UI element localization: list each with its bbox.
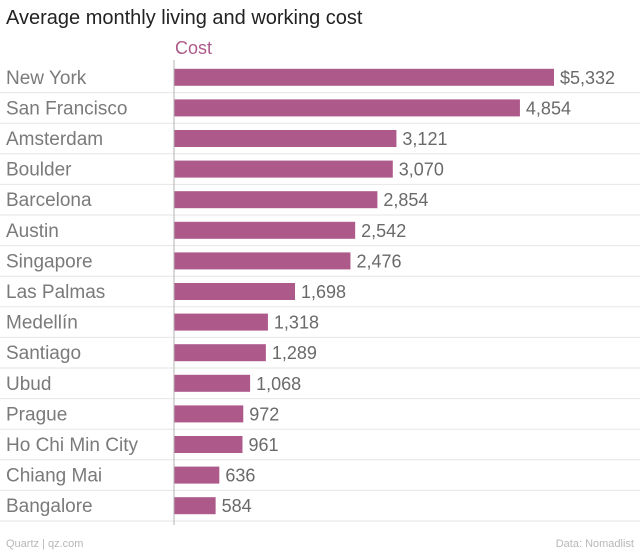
value-label: $5,332 <box>560 68 615 88</box>
value-label: 2,476 <box>356 251 401 271</box>
value-label: 961 <box>248 435 278 455</box>
value-label: 1,698 <box>301 282 346 302</box>
category-labels: New York San Francisco Amsterdam Boulder Bar… <box>6 68 138 517</box>
category-label: Boulder <box>6 160 72 181</box>
bar-11 <box>174 374 251 392</box>
value-label: 2,854 <box>383 190 428 210</box>
value-label: 1,289 <box>272 343 317 363</box>
footer-credit: Quartz | qz.com <box>6 538 84 550</box>
category-label: Las Palmas <box>6 282 105 303</box>
bar-12 <box>174 405 244 423</box>
category-label: Singapore <box>6 251 93 272</box>
value-label: 3,121 <box>402 129 447 149</box>
series-label: Cost <box>175 38 213 58</box>
bar-14 <box>174 466 220 484</box>
bar-8 <box>174 283 296 300</box>
category-label: Ubud <box>6 374 51 395</box>
value-label: 2,542 <box>361 221 406 241</box>
bar-15 <box>174 497 216 515</box>
bar-2 <box>174 99 520 117</box>
chart-title: Average monthly living and working cost <box>6 7 363 29</box>
category-label: Barcelona <box>6 190 92 211</box>
bar-10 <box>174 344 266 362</box>
bar-1 <box>174 68 554 86</box>
category-label: Austin <box>6 221 59 242</box>
category-label: Santiago <box>6 343 81 364</box>
category-label: Bangalore <box>6 496 93 517</box>
bars <box>174 68 554 515</box>
value-label: 584 <box>222 496 252 516</box>
category-label: San Francisco <box>6 98 127 119</box>
bar-4 <box>174 160 393 178</box>
bar-13 <box>174 436 243 453</box>
category-label: Chiang Mai <box>6 466 102 487</box>
bar-7 <box>174 252 351 270</box>
bar-5 <box>174 191 378 209</box>
value-label: 1,318 <box>274 313 319 333</box>
category-label: Ho Chi Min City <box>6 435 138 456</box>
bar-9 <box>174 313 268 331</box>
value-label: 1,068 <box>256 374 301 394</box>
value-label: 4,854 <box>526 98 571 118</box>
category-label: Amsterdam <box>6 129 103 150</box>
value-labels: $5,332 4,854 3,121 3,070 2,854 2,542 2,476 1,69… <box>222 68 615 516</box>
value-label: 3,070 <box>399 160 444 180</box>
footer-data-source: Data: Nomadlist <box>555 538 634 550</box>
value-label: 636 <box>225 466 255 486</box>
bar-3 <box>174 130 397 147</box>
category-label: Prague <box>6 404 67 425</box>
grid-lines <box>0 92 640 522</box>
category-label: Medellín <box>6 313 78 334</box>
bar-6 <box>174 221 356 239</box>
category-label: New York <box>6 68 87 89</box>
value-label: 972 <box>249 404 279 424</box>
